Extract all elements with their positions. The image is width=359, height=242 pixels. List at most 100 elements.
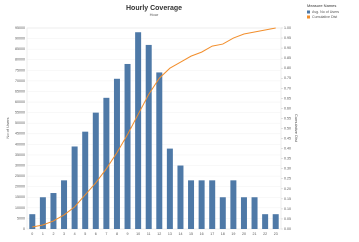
bar xyxy=(29,214,36,229)
x-tick-label: 23 xyxy=(274,232,278,236)
line xyxy=(32,27,276,228)
y-tick-label: 25000 xyxy=(15,174,25,178)
bar xyxy=(145,44,152,229)
y-tick-label: 55000 xyxy=(15,111,25,115)
bar xyxy=(230,180,237,229)
legend-title: Measure Names xyxy=(307,3,336,8)
y-tick-label: 0 xyxy=(23,227,25,231)
bar xyxy=(113,78,120,229)
y-axis-title: No of Users xyxy=(5,117,10,138)
bar xyxy=(71,146,78,229)
x-tick-label: 4 xyxy=(74,232,76,236)
bar xyxy=(209,180,216,229)
y-tick-label: 80000 xyxy=(15,58,25,62)
y-tick-label: 20000 xyxy=(15,185,25,189)
y-tick-label: 5000 xyxy=(17,216,25,220)
y-tick-label: 45000 xyxy=(15,132,25,136)
y2-tick-label: 0.45 xyxy=(284,137,291,141)
x-tick-label: 20 xyxy=(242,232,246,236)
y-tick-label: 50000 xyxy=(15,121,25,125)
bar xyxy=(240,197,247,229)
y2-tick-label: 0.80 xyxy=(284,66,291,70)
chart-title: Hourly Coverage xyxy=(126,5,182,12)
y2-tick-label: 0.00 xyxy=(284,227,291,231)
bar xyxy=(188,180,195,229)
x-tick-label: 13 xyxy=(168,232,172,236)
y2-tick-label: 1.00 xyxy=(284,26,291,30)
x-tick-label: 21 xyxy=(253,232,257,236)
y2-tick-label: 0.90 xyxy=(284,46,291,50)
x-tick-label: 14 xyxy=(178,232,182,236)
y-tick-label: 90000 xyxy=(15,37,25,41)
x-tick-label: 15 xyxy=(189,232,193,236)
bar xyxy=(177,165,184,229)
x-tick-label: 19 xyxy=(231,232,235,236)
y2-tick-label: 0.10 xyxy=(284,207,291,211)
bar xyxy=(262,214,269,229)
bar xyxy=(135,32,142,229)
x-tick-label: 5 xyxy=(84,232,86,236)
y-tick-label: 60000 xyxy=(15,100,25,104)
bar xyxy=(61,180,68,229)
y-tick-label: 70000 xyxy=(15,79,25,83)
y-tick-label: 75000 xyxy=(15,68,25,72)
y-tick-label: 30000 xyxy=(15,163,25,167)
x-tick-label: 18 xyxy=(221,232,225,236)
x-tick-label: 1 xyxy=(42,232,44,236)
y-tick-label: 85000 xyxy=(15,47,25,51)
y2-tick-label: 0.55 xyxy=(284,116,291,120)
x-tick-label: 0 xyxy=(31,232,33,236)
y2-tick-label: 0.35 xyxy=(284,157,291,161)
x-tick-label: 10 xyxy=(136,232,140,236)
x-tick-label: 3 xyxy=(63,232,65,236)
x-tick-label: 9 xyxy=(127,232,129,236)
x-tick-label: 8 xyxy=(116,232,118,236)
legend-swatch xyxy=(307,15,310,19)
y2-tick-label: 0.30 xyxy=(284,167,291,171)
bar xyxy=(198,180,205,229)
legend-label: Cumulative Dist xyxy=(312,15,337,19)
y2-tick-label: 0.40 xyxy=(284,147,291,151)
bar xyxy=(39,197,46,229)
bar xyxy=(82,131,89,229)
bar xyxy=(50,193,57,229)
y2-tick-label: 0.50 xyxy=(284,126,291,130)
y-tick-label: 35000 xyxy=(15,153,25,157)
y2-tick-label: 0.60 xyxy=(284,106,291,110)
x-tick-label: 7 xyxy=(105,232,107,236)
y-tick-label: 15000 xyxy=(15,195,25,199)
bar xyxy=(251,197,258,229)
x-tick-label: 2 xyxy=(52,232,54,236)
x-tick-label: 12 xyxy=(157,232,161,236)
legend-label: Avg. No of Users xyxy=(312,10,339,14)
y2-tick-label: 0.70 xyxy=(284,86,291,90)
bar xyxy=(124,63,131,230)
y-tick-label: 40000 xyxy=(15,142,25,146)
y2-tick-label: 0.15 xyxy=(284,197,291,201)
x-tick-label: 17 xyxy=(210,232,214,236)
bar xyxy=(156,72,163,229)
y2-tick-label: 0.20 xyxy=(284,187,291,191)
y-tick-label: 95000 xyxy=(15,26,25,30)
x-tick-label: 11 xyxy=(147,232,151,236)
x-tick-label: 22 xyxy=(263,232,267,236)
legend-swatch xyxy=(307,10,310,14)
bar xyxy=(166,148,173,229)
y2-tick-label: 0.95 xyxy=(284,36,291,40)
bar xyxy=(219,197,226,229)
y2-tick-label: 0.25 xyxy=(284,177,291,181)
x-tick-label: 16 xyxy=(200,232,204,236)
y2-tick-label: 0.05 xyxy=(284,217,291,221)
y-tick-label: 65000 xyxy=(15,89,25,93)
bar xyxy=(272,214,279,229)
bar xyxy=(92,112,99,229)
y2-tick-label: 0.65 xyxy=(284,96,291,100)
y-tick-label: 10000 xyxy=(15,206,25,210)
bar xyxy=(103,97,110,230)
x-axis-title: Hour xyxy=(150,12,159,17)
y2-axis-title: Cumulative Dist xyxy=(294,114,299,143)
x-tick-label: 6 xyxy=(95,232,97,236)
y2-tick-label: 0.75 xyxy=(284,76,291,80)
y2-tick-label: 0.85 xyxy=(284,56,291,60)
